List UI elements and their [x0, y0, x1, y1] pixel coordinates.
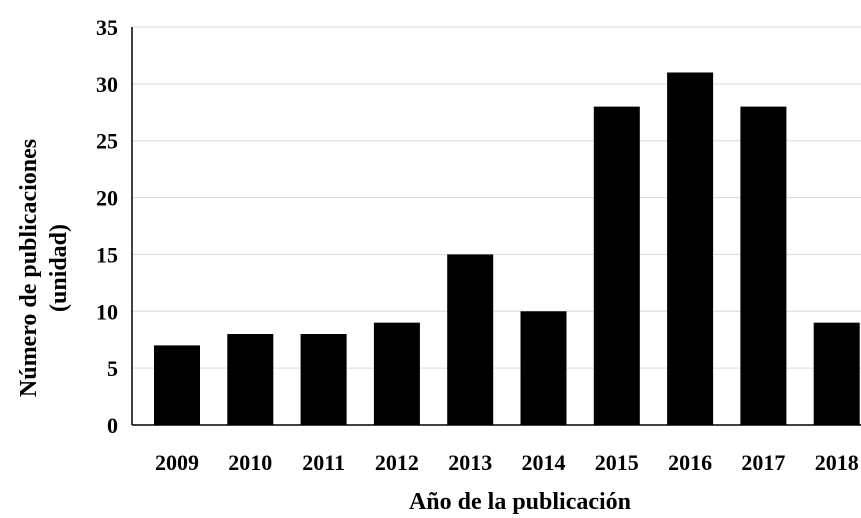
gridlines [132, 26, 861, 369]
bar-2009 [154, 345, 200, 425]
bar-2011 [300, 334, 347, 425]
x-tick-label: 2015 [595, 450, 639, 475]
x-tick-label: 2018 [815, 450, 859, 475]
x-tick-label: 2013 [448, 450, 492, 475]
x-tick-label: 2012 [375, 450, 419, 475]
x-tick-label: 2010 [228, 450, 272, 475]
y-tick-label: 30 [96, 72, 118, 97]
y-tick-label: 10 [96, 299, 118, 324]
y-tick-label: 5 [107, 356, 118, 381]
y-tick-label: 25 [96, 129, 118, 154]
x-tick-labels: 2009 2010 2011 2012 2013 2014 2015 2016 2017 2018 [155, 450, 859, 475]
x-axis-title: Año de la publicación [409, 489, 631, 515]
bar-2013 [447, 254, 494, 425]
y-tick-label: 15 [96, 242, 118, 267]
y-axis-title-line1: Número de publicaciones [16, 139, 42, 397]
y-tick-labels: 0 5 10 15 20 25 30 35 [96, 15, 118, 438]
y-axis-title-line2: (unidad) [46, 224, 72, 312]
y-tick-label: 35 [96, 15, 118, 40]
bar-2017 [740, 106, 787, 425]
x-tick-label: 2016 [668, 450, 712, 475]
bar-2014 [520, 311, 567, 425]
x-tick-label: 2009 [155, 450, 199, 475]
bar-2012 [373, 322, 420, 425]
x-tick-label: 2014 [522, 450, 566, 475]
bar-2018 [813, 322, 860, 425]
x-tick-label: 2011 [302, 450, 345, 475]
bar-2010 [227, 334, 274, 425]
y-tick-label: 0 [107, 413, 118, 438]
y-tick-label: 20 [96, 186, 118, 211]
x-tick-label: 2017 [741, 450, 785, 475]
bars [154, 72, 860, 425]
y-axis-title: Número de publicaciones (unidad) [16, 139, 72, 397]
bar-2016 [667, 72, 714, 425]
bar-2015 [593, 106, 640, 425]
